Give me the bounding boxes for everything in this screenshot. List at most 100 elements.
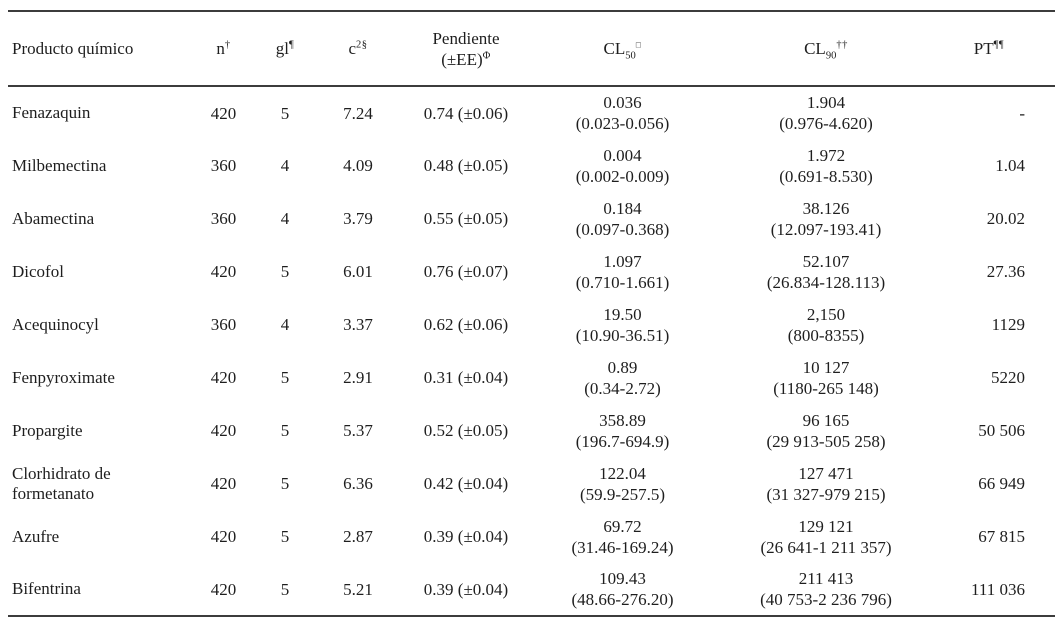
cell-producto-quimico: Milbemectina	[12, 155, 107, 175]
cell-gl: 5	[280, 474, 290, 493]
cell-n: 420	[210, 262, 237, 281]
cell-producto-quimico: Abamectina	[12, 208, 95, 228]
cell-chi-squared: 7.24	[343, 103, 373, 123]
cell-cl90: 38.126 (12.097-193.41)	[715, 192, 937, 245]
header-gl-label: gl	[275, 38, 289, 58]
cl90-value: 1.904	[806, 93, 846, 112]
cell-chi-squared: 5.21	[343, 579, 373, 599]
header-chi-squared: c2§	[314, 11, 402, 87]
cell-pt: 20.02	[986, 209, 1025, 228]
cl50-confidence-interval: (31.46-169.24)	[571, 537, 674, 557]
cl90-confidence-interval: (800-8355)	[787, 325, 865, 345]
cl50-value: 358.89	[599, 410, 646, 430]
header-cl50: CL50□	[530, 11, 715, 87]
cl50-confidence-interval: (10.90-36.51)	[575, 325, 670, 345]
header-pendiente: Pendiente (±EE)Φ	[402, 11, 530, 87]
cl90-confidence-interval: (0.976-4.620)	[779, 114, 873, 133]
cell-pt: 50 506	[978, 421, 1025, 440]
header-cl50-footnote-mark: □	[635, 38, 642, 49]
cell-cl50: 0.89 (0.34-2.72)	[530, 351, 715, 404]
cl90-value: 38.126	[802, 198, 850, 218]
cell-gl: 5	[280, 368, 290, 387]
header-producto-label: Producto químico	[12, 38, 134, 58]
cell-cl50: 1.097 (0.710-1.661)	[530, 245, 715, 298]
header-gl-footnote-mark: ¶	[288, 38, 295, 50]
cl50-confidence-interval: (0.023-0.056)	[575, 114, 670, 133]
cl90-confidence-interval: (40 753-2 236 796)	[760, 590, 892, 609]
cell-pt: 27.36	[986, 262, 1025, 281]
header-n-footnote-mark: †	[224, 38, 231, 50]
cl50-value: 19.50	[603, 304, 642, 324]
header-cl90-label: CL	[804, 38, 826, 58]
header-cl90-footnote-mark: ††	[836, 38, 848, 50]
header-gl: gl¶	[256, 11, 314, 87]
cell-chi-squared: 5.37	[343, 421, 373, 440]
cl90-confidence-interval: (26 641-1 211 357)	[760, 537, 892, 557]
table-header: Producto químico n† gl¶ c2§ Pendiente (±…	[8, 11, 1055, 87]
cl50-confidence-interval: (0.34-2.72)	[584, 378, 661, 398]
header-cl90: CL90††	[715, 11, 937, 87]
cell-pt: 111 036	[971, 579, 1025, 599]
cl50-value: 0.004	[603, 145, 642, 165]
cl90-confidence-interval: (0.691-8.530)	[779, 166, 873, 186]
cell-cl90: 211 413 (40 753-2 236 796)	[715, 563, 937, 616]
cl50-confidence-interval: (59.9-257.5)	[580, 484, 665, 504]
cell-producto-quimico: Fenpyroximate	[12, 367, 115, 387]
header-cl90-subscript: 90	[825, 49, 837, 61]
table-row: Azufre 420 5 2.87 0.39 (±0.04) 69.72 (31…	[8, 510, 1055, 563]
cell-n: 360	[210, 156, 237, 175]
cell-producto-quimico: Dicofol	[12, 261, 64, 281]
cell-pendiente: 0.48 (±0.05)	[423, 156, 509, 175]
cell-cl50: 69.72 (31.46-169.24)	[530, 510, 715, 563]
cell-gl: 4	[280, 315, 290, 334]
table-row: Bifentrina 420 5 5.21 0.39 (±0.04) 109.4…	[8, 563, 1055, 616]
cell-pt: 5220	[991, 368, 1025, 387]
cell-pendiente: 0.52 (±0.05)	[423, 421, 509, 440]
cell-pt: 1.04	[995, 156, 1025, 175]
cell-gl: 4	[280, 156, 290, 175]
cell-n: 420	[210, 579, 237, 599]
table-row: Fenazaquin 420 5 7.24 0.74 (±0.06) 0.036…	[8, 86, 1055, 139]
cl90-value: 52.107	[802, 251, 850, 271]
cell-gl: 5	[280, 421, 290, 440]
cl90-value: 129 121	[798, 516, 854, 536]
cell-pendiente: 0.74 (±0.06)	[423, 103, 509, 123]
cell-n: 360	[210, 209, 237, 228]
header-chi-label: c	[348, 38, 356, 58]
cell-pendiente: 0.39 (±0.04)	[423, 527, 509, 546]
header-pendiente-footnote-mark: Φ	[482, 49, 491, 61]
header-cl50-subscript: 50	[625, 49, 636, 61]
cell-producto-quimico: Clorhidrato de formetanato	[12, 463, 111, 503]
cell-chi-squared: 4.09	[343, 156, 373, 175]
header-chi-footnote-mark: 2§	[356, 38, 368, 50]
cell-pt: 66 949	[978, 474, 1025, 493]
cell-pt: -	[1019, 103, 1025, 123]
cl50-confidence-interval: (0.097-0.368)	[575, 219, 670, 239]
cell-cl90: 1.972 (0.691-8.530)	[715, 139, 937, 192]
cell-cl90: 52.107 (26.834-128.113)	[715, 245, 937, 298]
table-body: Fenazaquin 420 5 7.24 0.74 (±0.06) 0.036…	[8, 86, 1055, 616]
cell-cl90: 10 127 (1180-265 148)	[715, 351, 937, 404]
header-pt-footnote-mark: ¶¶	[993, 38, 1005, 50]
cl90-value: 211 413	[798, 569, 854, 588]
cell-n: 360	[210, 315, 237, 334]
cell-chi-squared: 3.79	[343, 209, 373, 228]
cell-pendiente: 0.39 (±0.04)	[423, 579, 509, 599]
table-row: Milbemectina 360 4 4.09 0.48 (±0.05) 0.0…	[8, 139, 1055, 192]
cell-chi-squared: 2.91	[343, 368, 373, 387]
cell-chi-squared: 3.37	[343, 315, 373, 334]
cell-n: 420	[210, 527, 237, 546]
table-row: Fenpyroximate 420 5 2.91 0.31 (±0.04) 0.…	[8, 351, 1055, 404]
cell-cl50: 122.04 (59.9-257.5)	[530, 457, 715, 510]
cell-cl90: 96 165 (29 913-505 258)	[715, 404, 937, 457]
cl90-confidence-interval: (12.097-193.41)	[770, 219, 882, 239]
header-n: n†	[191, 11, 256, 87]
cl50-value: 1.097	[603, 251, 642, 271]
cell-gl: 4	[280, 209, 290, 228]
cl50-value: 0.184	[603, 198, 642, 218]
cl50-value: 122.04	[599, 463, 646, 483]
toxicity-table: Producto químico n† gl¶ c2§ Pendiente (±…	[8, 10, 1055, 617]
cell-producto-quimico: Bifentrina	[12, 579, 81, 598]
cl50-value: 69.72	[603, 516, 642, 536]
